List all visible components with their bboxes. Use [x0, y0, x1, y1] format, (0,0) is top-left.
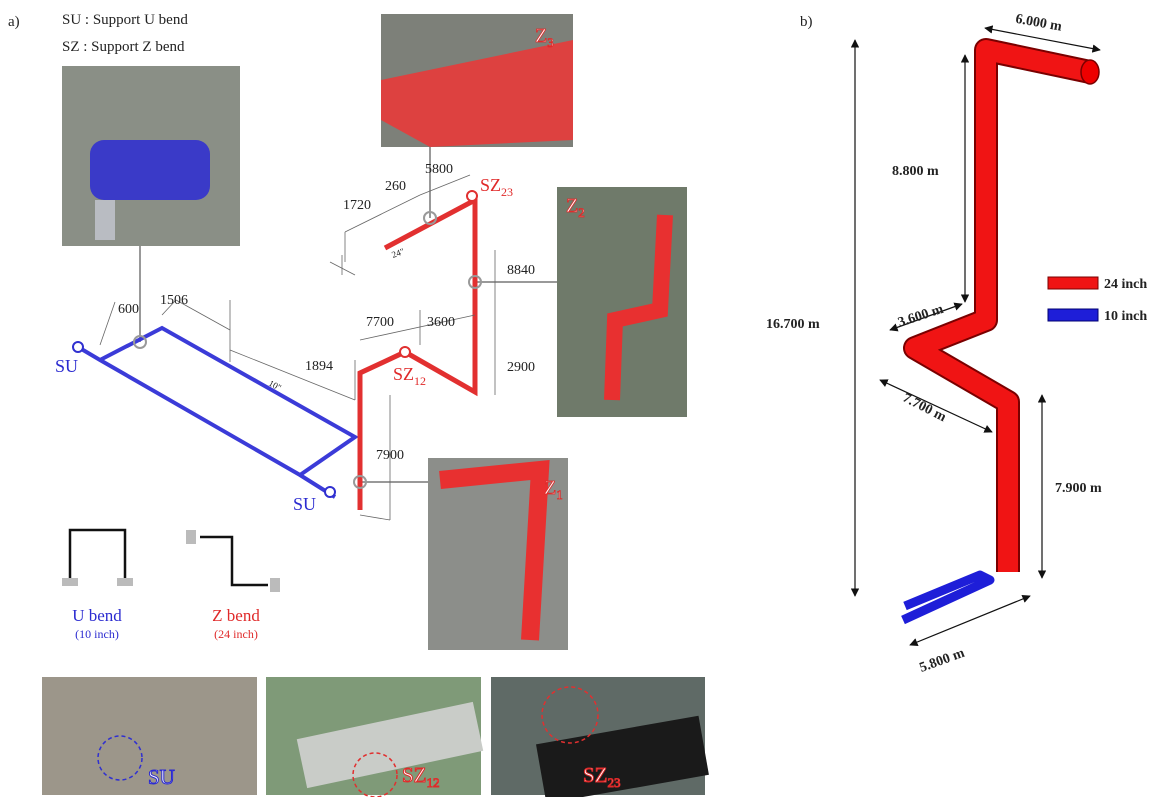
zone-label-sub: 3: [547, 35, 554, 50]
dimension: 8840: [507, 263, 535, 278]
legend-swatch: [1048, 277, 1098, 289]
ground-hatch: [117, 578, 133, 586]
photo-label-text: SZ: [583, 763, 608, 787]
photo-anchor-markers: [134, 212, 481, 488]
support-label: SZ23: [480, 175, 513, 199]
photo-pipe: [90, 140, 210, 200]
dimension: 5.800 m: [918, 646, 967, 676]
support-label-text: SU: [55, 356, 78, 376]
support-label-sub: 23: [501, 185, 513, 199]
ground-hatch: [270, 578, 280, 592]
legend-entry: SZ : Support Z bend: [62, 39, 185, 55]
photo-label-sub: 12: [427, 775, 440, 790]
zone-label-sub: 1: [556, 487, 563, 502]
body: a) SU : Support U bend SZ : Support Z be…: [0, 0, 1167, 797]
dimension: 7.900 m: [1055, 481, 1102, 496]
figure: a) SU : Support U bend SZ : Support Z be…: [0, 0, 1167, 797]
support-label-sub: 12: [414, 374, 426, 388]
photo-label-sub: 23: [608, 775, 621, 790]
dimension: 2900: [507, 360, 535, 375]
support-label: SZ12: [393, 364, 426, 388]
support-marker: [467, 191, 477, 201]
bend-size: (10 inch): [75, 627, 119, 641]
dimension: 1506: [160, 293, 188, 308]
legend-swatch: [1048, 309, 1098, 321]
bend-name: U bend: [72, 606, 122, 625]
dimension: 16.700 m: [766, 317, 820, 332]
dimension: 6.000 m: [1014, 12, 1063, 35]
pipe-10-inch: [903, 575, 990, 620]
support-label: SU: [293, 494, 316, 514]
dimension: 3600: [427, 315, 455, 330]
panel-label: b): [800, 14, 813, 30]
panel-label: a): [8, 14, 20, 30]
zone-label-text: Z: [544, 477, 556, 499]
dimension: 8.800 m: [892, 164, 939, 179]
zone-label-sub: 2: [578, 205, 585, 220]
support-label-text: SZ: [393, 364, 414, 384]
photo-label-text: SZ: [402, 763, 427, 787]
u-bend-pipe: [78, 328, 355, 497]
zone-label-text: Z: [535, 25, 547, 47]
photo-label: SU: [148, 765, 175, 789]
z-bend-icon: [200, 537, 268, 585]
bend-size: (24 inch): [214, 627, 258, 641]
pipe-size-mark: 24": [390, 246, 406, 260]
ground-hatch: [62, 578, 78, 586]
ground-hatch: [186, 530, 196, 544]
dimension: 7900: [376, 448, 404, 463]
u-bend-icon: [70, 530, 125, 578]
dimension: 1894: [305, 359, 333, 374]
support-label-text: SZ: [480, 175, 501, 195]
support-label: SU: [55, 356, 78, 376]
zone-label-text: Z: [566, 195, 578, 217]
dimension: 5800: [425, 162, 453, 177]
photo-support: [95, 200, 115, 240]
legend-entry: 10 inch: [1104, 309, 1147, 324]
legend-entry: 24 inch: [1104, 277, 1147, 292]
support-label-text: SU: [293, 494, 316, 514]
page: Pipe support figure {"panel_a": { "label…: [0, 0, 1167, 797]
dimension: 260: [385, 179, 406, 194]
support-marker: [73, 342, 83, 352]
dimension: 600: [118, 302, 139, 317]
support-marker: [400, 347, 410, 357]
dimension: 1720: [343, 198, 371, 213]
dimension: 7700: [366, 315, 394, 330]
photo-label-text: SU: [148, 765, 175, 789]
bend-name: Z bend: [212, 606, 260, 625]
legend-entry: SU : Support U bend: [62, 12, 188, 28]
support-marker: [325, 487, 335, 497]
dimension: 7.700 m: [900, 391, 949, 426]
